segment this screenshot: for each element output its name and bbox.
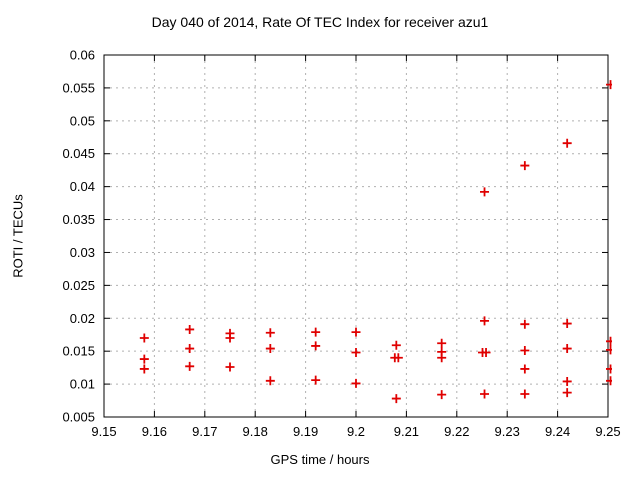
data-point-marker xyxy=(139,354,149,364)
data-points xyxy=(139,80,612,404)
data-point-marker xyxy=(520,161,530,171)
data-point-marker xyxy=(391,394,401,404)
data-point-marker xyxy=(481,347,491,357)
data-point-marker xyxy=(351,347,361,357)
data-point-marker xyxy=(311,375,321,385)
y-tick-label: 0.04 xyxy=(70,179,95,194)
data-point-marker xyxy=(265,328,275,338)
data-point-marker xyxy=(562,388,572,398)
data-point-marker xyxy=(265,344,275,354)
data-point-marker xyxy=(562,138,572,148)
y-tick-label: 0.03 xyxy=(70,245,95,260)
data-point-marker xyxy=(520,346,530,356)
data-point-marker xyxy=(606,345,612,355)
data-point-marker xyxy=(437,390,447,400)
data-point-marker xyxy=(393,353,403,363)
data-point-marker xyxy=(351,378,361,388)
data-point-marker xyxy=(480,187,490,197)
data-point-marker xyxy=(437,353,447,363)
y-tick-label: 0.01 xyxy=(70,377,95,392)
y-tick-label: 0.045 xyxy=(62,146,95,161)
y-tick-label: 0.06 xyxy=(70,48,95,63)
y-tick-label: 0.035 xyxy=(62,212,95,227)
data-point-marker xyxy=(520,319,530,329)
data-point-marker xyxy=(185,344,195,354)
x-tick-label: 9.18 xyxy=(243,424,268,439)
x-tick-label: 9.17 xyxy=(192,424,217,439)
y-tick-label: 0.025 xyxy=(62,278,95,293)
x-tick-label: 9.23 xyxy=(495,424,520,439)
data-point-marker xyxy=(562,376,572,386)
data-point-marker xyxy=(185,361,195,371)
x-tick-label: 9.2 xyxy=(347,424,365,439)
data-point-marker xyxy=(311,341,321,351)
x-tick-label: 9.25 xyxy=(595,424,620,439)
data-point-marker xyxy=(139,364,149,374)
data-point-marker xyxy=(139,333,149,343)
data-point-marker xyxy=(606,80,612,90)
x-tick-label: 9.24 xyxy=(545,424,570,439)
data-point-marker xyxy=(520,389,530,399)
data-point-marker xyxy=(391,340,401,350)
data-point-marker xyxy=(437,338,447,348)
data-point-marker xyxy=(225,333,235,343)
data-point-marker xyxy=(606,376,612,386)
y-tick-label: 0.02 xyxy=(70,311,95,326)
x-axis-label: GPS time / hours xyxy=(270,452,370,467)
data-point-marker xyxy=(520,364,530,374)
data-point-marker xyxy=(480,316,490,326)
data-point-marker xyxy=(311,327,321,337)
y-tick-label: 0.05 xyxy=(70,113,95,128)
chart-title: Day 040 of 2014, Rate Of TEC Index for r… xyxy=(151,14,489,30)
data-point-marker xyxy=(185,324,195,334)
data-point-marker xyxy=(351,327,361,337)
data-point-marker xyxy=(265,376,275,386)
data-point-marker xyxy=(606,336,612,346)
data-point-marker xyxy=(606,364,612,374)
x-tick-label: 9.16 xyxy=(142,424,167,439)
x-tick-label: 9.22 xyxy=(444,424,469,439)
x-tick-label: 9.21 xyxy=(394,424,419,439)
y-tick-label: 0.055 xyxy=(62,80,95,95)
x-tick-label: 9.15 xyxy=(91,424,116,439)
data-point-marker xyxy=(562,319,572,329)
y-tick-label: 0.005 xyxy=(62,410,95,425)
data-point-marker xyxy=(225,362,235,372)
data-point-marker xyxy=(562,344,572,354)
y-tick-label: 0.015 xyxy=(62,344,95,359)
y-axis-label: ROTI / TECUs xyxy=(10,194,26,278)
data-point-marker xyxy=(480,389,490,399)
x-tick-label: 9.19 xyxy=(293,424,318,439)
